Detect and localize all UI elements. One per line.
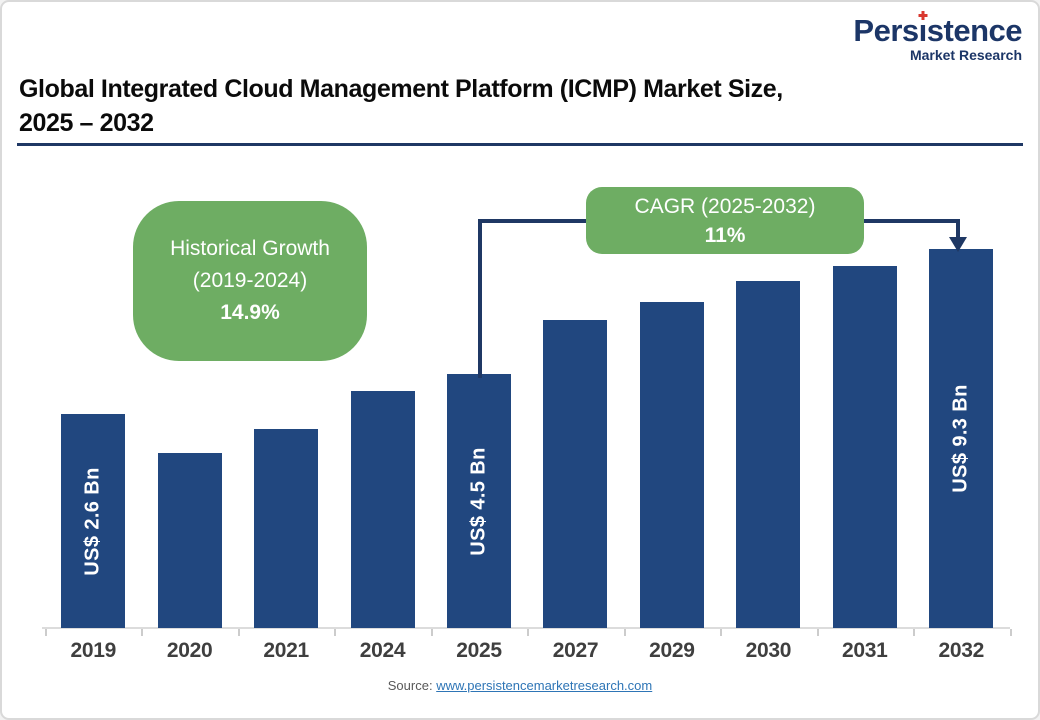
bar-2032: US$ 9.3 Bn bbox=[929, 249, 994, 628]
x-tick-label-2024: 2024 bbox=[359, 639, 406, 662]
x-axis-tick bbox=[527, 629, 530, 636]
x-axis-tick bbox=[1009, 629, 1012, 636]
x-axis-tick bbox=[720, 629, 723, 636]
bar-2020 bbox=[157, 453, 222, 628]
bar-2030 bbox=[736, 281, 801, 628]
logo-subtitle: Market Research bbox=[909, 47, 1022, 63]
historical-growth-label: Historical Growth bbox=[170, 237, 330, 260]
bar-2024 bbox=[350, 391, 415, 628]
source-line: Source: www.persistencemarketresearch.co… bbox=[2, 678, 1038, 693]
cagr-value: 11% bbox=[704, 223, 746, 247]
bar-value-label-2019: US$ 2.6 Bn bbox=[81, 466, 104, 576]
x-tick-label-2031: 2031 bbox=[842, 639, 888, 662]
x-axis-tick bbox=[430, 629, 433, 636]
x-tick-label-2019: 2019 bbox=[70, 639, 116, 662]
x-axis-tick bbox=[334, 629, 337, 636]
bar-2029 bbox=[639, 302, 704, 628]
x-axis-line bbox=[42, 627, 1010, 629]
cagr-label: CAGR (2025-2032) bbox=[634, 194, 816, 218]
x-tick-label-2020: 2020 bbox=[166, 639, 213, 662]
historical-growth-period: (2019-2024) bbox=[192, 269, 308, 292]
bar-2019: US$ 2.6 Bn bbox=[61, 414, 126, 628]
bar-2027 bbox=[543, 320, 608, 628]
x-axis-tick bbox=[913, 629, 916, 636]
x-tick-label-2021: 2021 bbox=[263, 639, 309, 662]
x-axis-tick bbox=[45, 629, 47, 636]
x-axis-tick bbox=[623, 629, 626, 636]
x-tick-label-2027: 2027 bbox=[552, 639, 599, 662]
page-title: Global Integrated Cloud Management Platf… bbox=[19, 72, 1019, 140]
logo-brand-text: Persıstence bbox=[853, 13, 1022, 48]
page-title-line1: Global Integrated Cloud Management Platf… bbox=[19, 75, 783, 103]
bar-2021 bbox=[254, 429, 319, 628]
x-axis-tick bbox=[816, 629, 819, 636]
x-axis-tick bbox=[141, 629, 144, 636]
x-tick-label-2029: 2029 bbox=[649, 639, 695, 662]
title-underline-rule bbox=[17, 143, 1023, 146]
page-title-line2: 2025 – 2032 bbox=[19, 109, 154, 137]
bar-2025: US$ 4.5 Bn bbox=[447, 374, 512, 628]
bar-value-label-2025: US$ 4.5 Bn bbox=[467, 446, 490, 556]
company-logo: Persıstence Market Research bbox=[853, 15, 1022, 62]
x-axis-tick bbox=[237, 629, 240, 636]
bar-value-label-2032: US$ 9.3 Bn bbox=[949, 384, 972, 493]
source-link[interactable]: www.persistencemarketresearch.com bbox=[436, 678, 653, 693]
x-tick-label-2032: 2032 bbox=[938, 639, 985, 662]
historical-growth-box: Historical Growth (2019-2024) 14.9% bbox=[133, 201, 367, 361]
cagr-box: CAGR (2025-2032) 11% bbox=[586, 187, 864, 254]
historical-growth-value: 14.9% bbox=[220, 301, 280, 324]
x-tick-label-2030: 2030 bbox=[745, 639, 792, 662]
x-tick-label-2025: 2025 bbox=[456, 639, 502, 662]
logo-red-cross-icon: ı bbox=[918, 13, 928, 48]
source-prefix: Source: bbox=[387, 678, 433, 693]
bar-2031 bbox=[832, 266, 897, 628]
